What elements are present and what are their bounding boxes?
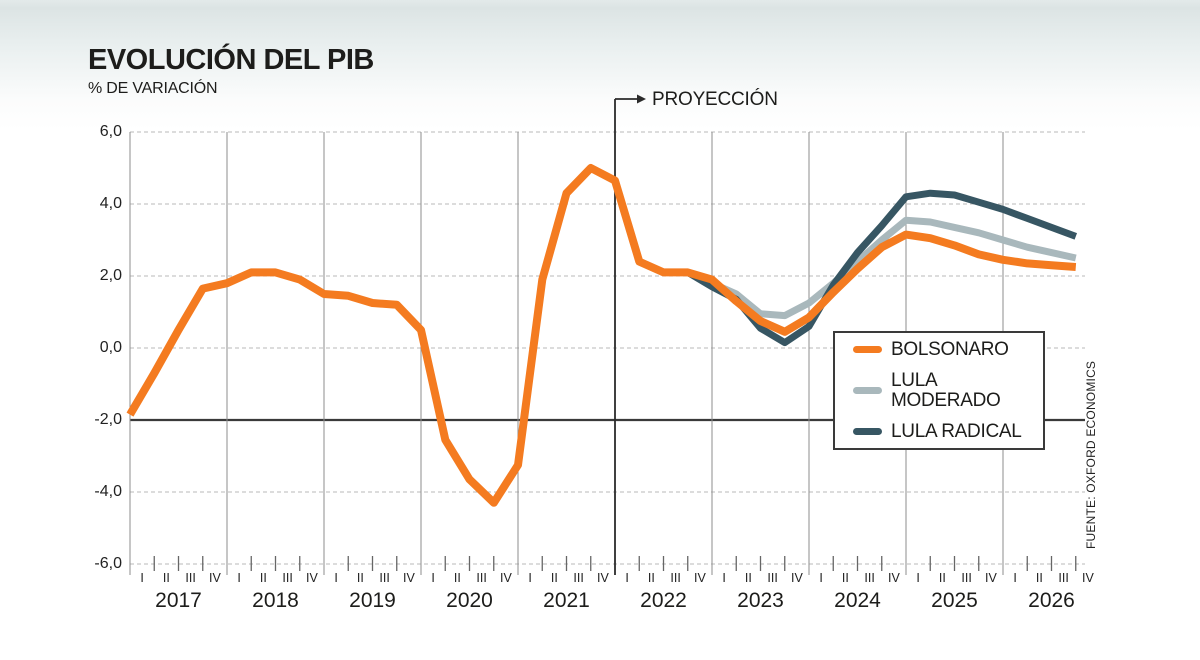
quarter-label: IV: [305, 571, 318, 585]
year-label: 2020: [446, 589, 493, 612]
y-axis-label: 0,0: [99, 339, 122, 356]
quarter-label: III: [864, 571, 875, 585]
quarter-label: II: [259, 571, 267, 585]
quarter-label: II: [550, 571, 558, 585]
quarter-label: I: [1013, 571, 1017, 585]
year-label: 2019: [349, 589, 396, 612]
top-gradient-band: [0, 0, 1200, 130]
quarter-label: IV: [887, 571, 900, 585]
series-line-lula-moderado: [686, 216, 1077, 320]
y-axis-label: -2,0: [94, 411, 122, 428]
quarter-label: I: [722, 571, 726, 585]
quarter-label: III: [1058, 571, 1069, 585]
year-label: 2021: [543, 589, 590, 612]
chart-subtitle: % DE VARIACIÓN: [88, 80, 218, 97]
quarter-label: III: [379, 571, 390, 585]
legend-swatch-bolsonaro: [853, 346, 882, 353]
quarter-label: IV: [984, 571, 997, 585]
quarter-label: II: [453, 571, 461, 585]
chart-title: EVOLUCIÓN DEL PIB: [88, 44, 374, 76]
y-axis-label: 6,0: [99, 123, 122, 140]
quarter-label: III: [670, 571, 681, 585]
y-axis-label: -6,0: [94, 555, 122, 572]
year-label: 2017: [155, 589, 202, 612]
year-label: 2022: [640, 589, 687, 612]
quarter-label: IV: [402, 571, 415, 585]
quarter-label: I: [625, 571, 629, 585]
quarter-label: II: [744, 571, 752, 585]
series-line-bolsonaro: [126, 164, 1077, 507]
legend-label-lula-radical: LULA RADICAL: [891, 420, 1022, 442]
y-axis-label: -4,0: [94, 483, 122, 500]
legend-item-bolsonaro: BOLSONARO: [853, 338, 1043, 360]
legend-swatch-lula-moderado: [853, 387, 882, 394]
quarter-label: II: [1035, 571, 1043, 585]
quarter-label: II: [162, 571, 170, 585]
quarter-label: IV: [596, 571, 609, 585]
quarter-label: IV: [208, 571, 221, 585]
quarter-label: II: [841, 571, 849, 585]
quarter-label: III: [282, 571, 293, 585]
year-label: 2024: [834, 589, 881, 612]
year-label: 2025: [931, 589, 978, 612]
year-label: 2018: [252, 589, 299, 612]
quarter-label: IV: [693, 571, 706, 585]
quarter-label: III: [185, 571, 196, 585]
legend-label-bolsonaro: BOLSONARO: [891, 338, 1009, 360]
quarter-label: II: [647, 571, 655, 585]
legend-item-lula-radical: LULA RADICAL: [853, 420, 1043, 442]
quarter-label: I: [140, 571, 144, 585]
quarter-label: I: [334, 571, 338, 585]
legend-box: BOLSONARO LULA MODERADO LULA RADICAL: [833, 331, 1045, 450]
year-label: 2026: [1028, 589, 1075, 612]
projection-arrowhead-icon: [637, 94, 646, 104]
legend-item-lula-moderado: LULA MODERADO: [853, 369, 1043, 411]
quarter-label: I: [528, 571, 532, 585]
quarter-label: I: [819, 571, 823, 585]
quarter-label: II: [356, 571, 364, 585]
quarter-label: I: [431, 571, 435, 585]
quarter-label: IV: [1081, 571, 1094, 585]
series-line-lula-radical: [686, 189, 1078, 347]
source-credit: FUENTE: OXFORD ECONOMICS: [1084, 360, 1098, 549]
quarter-label: IV: [499, 571, 512, 585]
quarter-label: I: [916, 571, 920, 585]
legend-swatch-lula-radical: [853, 428, 882, 435]
legend-label-lula-moderado: LULA MODERADO: [891, 369, 1001, 411]
quarter-label: IV: [790, 571, 803, 585]
projection-label: PROYECCIÓN: [652, 89, 778, 110]
y-axis-label: 2,0: [99, 267, 122, 284]
quarter-label: III: [767, 571, 778, 585]
year-label: 2023: [737, 589, 784, 612]
quarter-label: I: [237, 571, 241, 585]
quarter-label: III: [961, 571, 972, 585]
quarter-label: II: [938, 571, 946, 585]
quarter-label: III: [476, 571, 487, 585]
quarter-label: III: [573, 571, 584, 585]
y-axis-label: 4,0: [99, 195, 122, 212]
